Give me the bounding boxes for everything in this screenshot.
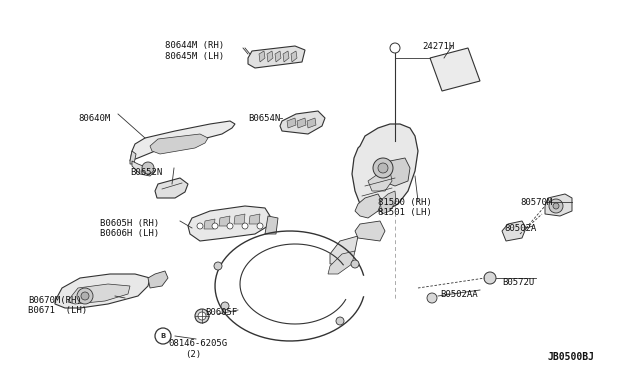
- Polygon shape: [248, 46, 305, 68]
- Polygon shape: [330, 236, 358, 264]
- Polygon shape: [68, 284, 130, 304]
- Polygon shape: [148, 271, 168, 288]
- Text: B0670M(RH): B0670M(RH): [28, 296, 82, 305]
- Polygon shape: [188, 206, 270, 241]
- Polygon shape: [380, 158, 410, 186]
- Text: B: B: [161, 333, 166, 339]
- Circle shape: [257, 223, 263, 229]
- Circle shape: [336, 317, 344, 325]
- Polygon shape: [155, 178, 188, 198]
- Polygon shape: [328, 251, 355, 274]
- Polygon shape: [307, 118, 316, 128]
- Text: 80640M: 80640M: [78, 114, 110, 123]
- Polygon shape: [430, 48, 480, 91]
- Circle shape: [198, 312, 206, 320]
- Text: B0605F: B0605F: [205, 308, 237, 317]
- Circle shape: [373, 158, 393, 178]
- Circle shape: [81, 292, 89, 300]
- Text: B0652N: B0652N: [130, 168, 163, 177]
- Circle shape: [212, 223, 218, 229]
- Text: 80570M: 80570M: [520, 198, 552, 207]
- Polygon shape: [130, 151, 136, 164]
- Text: 80645M (LH): 80645M (LH): [165, 52, 224, 61]
- Text: B0572U: B0572U: [502, 278, 534, 287]
- Polygon shape: [380, 191, 396, 214]
- Circle shape: [155, 328, 171, 344]
- Circle shape: [427, 293, 437, 303]
- Text: (2): (2): [185, 350, 201, 359]
- Polygon shape: [234, 214, 245, 224]
- Text: B0502AA: B0502AA: [440, 290, 477, 299]
- Text: B0654N: B0654N: [248, 114, 280, 123]
- Polygon shape: [130, 121, 235, 161]
- Polygon shape: [355, 221, 385, 241]
- Polygon shape: [150, 134, 208, 154]
- Text: B0605H (RH): B0605H (RH): [100, 219, 159, 228]
- Polygon shape: [280, 111, 325, 134]
- Polygon shape: [355, 194, 382, 218]
- Circle shape: [484, 272, 496, 284]
- Polygon shape: [204, 219, 215, 229]
- Text: 24271H: 24271H: [422, 42, 454, 51]
- Circle shape: [221, 302, 229, 310]
- Circle shape: [195, 309, 209, 323]
- Circle shape: [242, 223, 248, 229]
- Text: JB0500BJ: JB0500BJ: [548, 352, 595, 362]
- Circle shape: [214, 262, 222, 270]
- Polygon shape: [267, 51, 273, 62]
- Circle shape: [77, 288, 93, 304]
- Text: 80644M (RH): 80644M (RH): [165, 41, 224, 50]
- Circle shape: [390, 43, 400, 53]
- Polygon shape: [502, 221, 526, 241]
- Circle shape: [378, 163, 388, 173]
- Polygon shape: [297, 118, 306, 128]
- Polygon shape: [287, 118, 296, 128]
- Circle shape: [142, 162, 154, 174]
- Text: B0606H (LH): B0606H (LH): [100, 229, 159, 238]
- Polygon shape: [275, 51, 281, 62]
- Circle shape: [549, 199, 563, 213]
- Polygon shape: [219, 216, 230, 226]
- Polygon shape: [291, 51, 297, 62]
- Polygon shape: [368, 171, 392, 191]
- Circle shape: [227, 223, 233, 229]
- Polygon shape: [265, 216, 278, 234]
- Polygon shape: [352, 124, 418, 211]
- Text: 81500 (RH): 81500 (RH): [378, 198, 432, 207]
- Polygon shape: [55, 274, 150, 308]
- Text: 81501 (LH): 81501 (LH): [378, 208, 432, 217]
- Polygon shape: [283, 51, 289, 62]
- Polygon shape: [545, 194, 572, 216]
- Text: B0671  (LH): B0671 (LH): [28, 306, 87, 315]
- Polygon shape: [249, 214, 260, 224]
- Circle shape: [553, 203, 559, 209]
- Circle shape: [351, 260, 359, 268]
- Text: 08146-6205G: 08146-6205G: [168, 339, 227, 348]
- Text: 80502A: 80502A: [504, 224, 536, 233]
- Polygon shape: [132, 161, 155, 176]
- Circle shape: [197, 223, 203, 229]
- Polygon shape: [259, 51, 265, 62]
